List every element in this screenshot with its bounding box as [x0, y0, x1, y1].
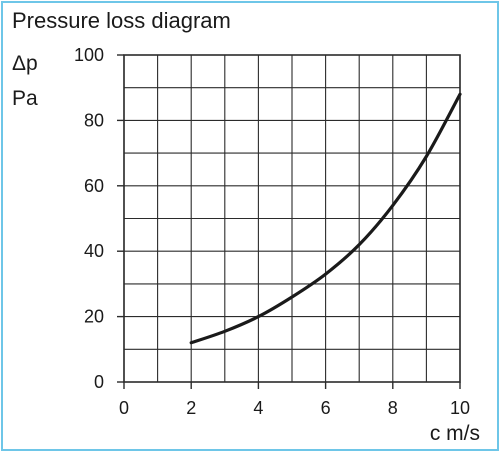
grid — [123, 54, 461, 383]
y-axis-symbol: Δp — [12, 52, 38, 75]
y-axis-unit: Pa — [12, 87, 38, 110]
series-group — [189, 92, 462, 345]
y-tick-label: 80 — [84, 110, 104, 130]
plot-border — [123, 54, 461, 383]
y-tick-label: 60 — [84, 176, 104, 196]
x-tick-label: 10 — [450, 398, 470, 418]
x-axis-label: c m/s — [430, 422, 480, 445]
y-tick-label: 40 — [84, 241, 104, 261]
x-tick-label: 8 — [388, 398, 398, 418]
x-tick-label: 4 — [253, 398, 263, 418]
x-tick-label: 6 — [321, 398, 331, 418]
y-tick-label: 20 — [84, 307, 104, 327]
y-tick-label: 0 — [94, 372, 104, 392]
x-tick-label: 2 — [186, 398, 196, 418]
x-tick-label: 0 — [119, 398, 129, 418]
series-line — [189, 92, 462, 345]
y-tick-label: 100 — [74, 45, 104, 65]
chart-title: Pressure loss diagram — [12, 8, 231, 33]
